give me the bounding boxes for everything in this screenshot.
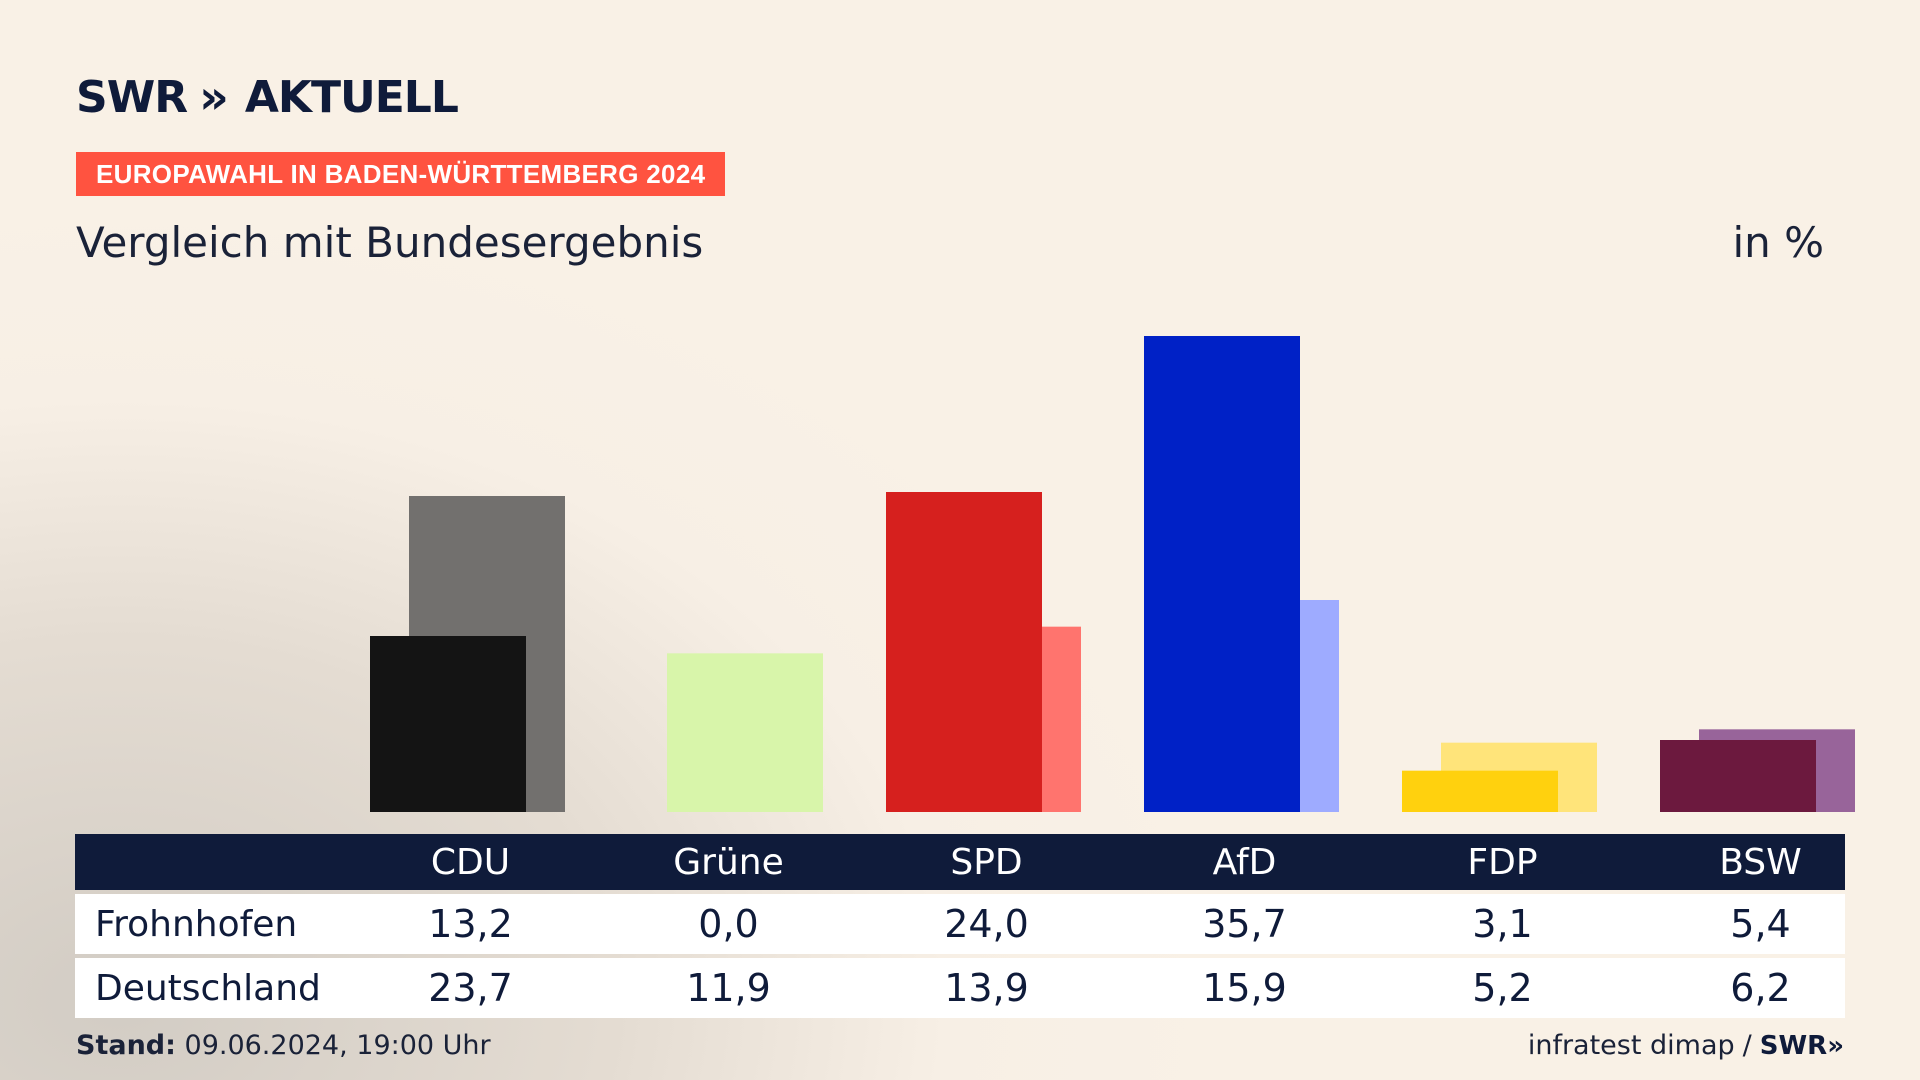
value-deutschland-fdp: 5,2 (1472, 966, 1533, 1010)
source-separator: / (1742, 1030, 1752, 1061)
value-deutschland-gruene: 11,9 (686, 966, 771, 1010)
value-frohnhofen-cdu: 13,2 (428, 902, 513, 946)
column-header-bsw: BSW (1719, 841, 1802, 883)
swr-mini-logo: SWR» (1759, 1030, 1844, 1061)
column-header-gruene: Grüne (673, 841, 784, 883)
column-header-fdp: FDP (1467, 841, 1538, 883)
table-header-row: CDU Grüne SPD AfD FDP BSW (75, 834, 1845, 890)
logo-swr: SWR (76, 71, 188, 123)
row-label-deutschland: Deutschland (95, 967, 321, 1009)
value-deutschland-afd: 15,9 (1202, 966, 1287, 1010)
row-label-frohnhofen: Frohnhofen (95, 903, 298, 945)
results-table: CDU Grüne SPD AfD FDP BSW Frohnhofen 13,2 0,0 2… (75, 834, 1845, 1018)
bar-frohnhofen-cdu (370, 636, 526, 812)
logo-aktuell: AKTUELL (244, 71, 459, 123)
bar-frohnhofen-fdp (1402, 770, 1558, 812)
election-badge: EUROPAWAHL IN BADEN-WÜRTTEMBERG 2024 (76, 152, 726, 196)
bar-frohnhofen-afd (1144, 336, 1300, 812)
chart-subtitle: Vergleich mit Bundesergebnis (76, 218, 704, 267)
column-header-spd: SPD (950, 841, 1023, 883)
column-header-afd: AfD (1212, 841, 1277, 883)
value-deutschland-spd: 13,9 (944, 966, 1029, 1010)
stand-value: 09.06.2024, 19:00 Uhr (184, 1030, 491, 1061)
timestamp: Stand: 09.06.2024, 19:00 Uhr (76, 1030, 491, 1061)
value-frohnhofen-afd: 35,7 (1202, 902, 1287, 946)
value-deutschland-cdu: 23,7 (428, 966, 513, 1010)
value-frohnhofen-fdp: 3,1 (1472, 902, 1533, 946)
value-frohnhofen-gruene: 0,0 (698, 902, 759, 946)
source-text: infratest dimap (1527, 1030, 1735, 1061)
table-row-deutschland: Deutschland 23,7 11,9 13,9 15,9 5,2 6,2 (75, 958, 1845, 1018)
bar-deutschland-gruene (667, 653, 823, 812)
swr-aktuell-logo: SWR » AKTUELL (76, 70, 459, 124)
value-frohnhofen-bsw: 5,4 (1730, 902, 1791, 946)
unit-label: in % (1732, 218, 1824, 267)
value-frohnhofen-spd: 24,0 (944, 902, 1029, 946)
table-row-frohnhofen: Frohnhofen 13,2 0,0 24,0 35,7 3,1 5,4 (75, 894, 1845, 954)
source-credit: infratest dimap / SWR» (1528, 1030, 1844, 1061)
value-deutschland-bsw: 6,2 (1730, 966, 1791, 1010)
column-header-cdu: CDU (430, 841, 511, 883)
bar-frohnhofen-spd (886, 492, 1042, 812)
bar-frohnhofen-bsw (1660, 740, 1816, 812)
stand-label: Stand: (76, 1030, 176, 1061)
